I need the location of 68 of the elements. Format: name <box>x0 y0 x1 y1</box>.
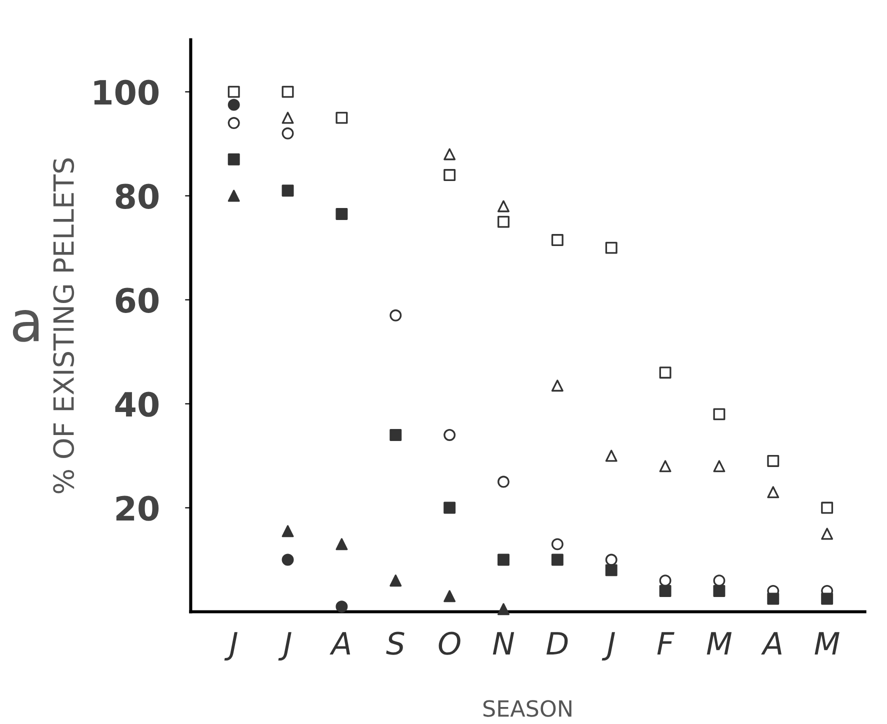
x-tick-label: N <box>492 632 514 654</box>
x-tick-label: M <box>706 632 732 654</box>
point <box>444 148 456 160</box>
point <box>444 502 456 514</box>
point <box>659 584 672 597</box>
x-axis-title: SEASON <box>483 700 572 717</box>
point <box>821 592 834 605</box>
y-tick-label: 100 <box>94 80 159 105</box>
point <box>390 429 402 441</box>
point <box>336 208 348 220</box>
point <box>498 603 510 616</box>
point <box>282 86 294 98</box>
y-tick-label: 20 <box>116 496 159 521</box>
y-tick-label: 40 <box>115 392 159 417</box>
point <box>551 538 564 550</box>
point <box>228 153 240 166</box>
point <box>498 216 510 228</box>
y-tick-label: 80 <box>116 184 159 209</box>
x-tick-label: A <box>761 632 782 654</box>
point <box>498 200 510 212</box>
point <box>551 380 564 392</box>
point <box>605 554 618 566</box>
point <box>228 190 240 202</box>
point <box>336 600 348 613</box>
point <box>498 554 510 566</box>
point <box>605 564 618 576</box>
point <box>336 112 348 124</box>
point <box>282 127 294 140</box>
x-tick-label: O <box>438 632 460 655</box>
point <box>767 486 780 498</box>
point <box>767 455 780 467</box>
point <box>659 460 672 472</box>
x-tick-label: J <box>602 632 615 661</box>
x-tick-label: M <box>814 632 840 654</box>
y-axis-title: % OF EXISTING PELLETS <box>53 158 74 494</box>
point <box>228 86 240 98</box>
point <box>659 366 672 379</box>
point <box>390 574 402 587</box>
point <box>605 450 618 462</box>
x-tick-label: S <box>386 632 404 655</box>
point <box>713 408 726 420</box>
point <box>498 476 510 488</box>
point <box>767 592 780 605</box>
x-tick-label: A <box>330 632 350 654</box>
point <box>444 590 456 602</box>
point <box>713 584 726 597</box>
x-tick-label: D <box>546 632 568 654</box>
point <box>444 429 456 441</box>
point <box>821 502 834 514</box>
point <box>551 554 564 566</box>
point <box>282 525 294 538</box>
x-tick-label: J <box>224 632 238 661</box>
point <box>605 242 618 254</box>
y-tick-label: 60 <box>116 288 159 313</box>
point <box>282 112 294 124</box>
point <box>282 554 294 566</box>
text: a <box>12 310 39 342</box>
point <box>713 460 726 472</box>
point <box>228 117 240 129</box>
point <box>390 309 402 322</box>
x-tick-label: F <box>657 632 674 654</box>
point <box>444 169 456 181</box>
x-tick-label: J <box>278 632 292 661</box>
point <box>551 234 564 246</box>
point <box>821 528 834 540</box>
point <box>282 184 294 197</box>
point <box>336 538 348 550</box>
point <box>228 98 240 111</box>
